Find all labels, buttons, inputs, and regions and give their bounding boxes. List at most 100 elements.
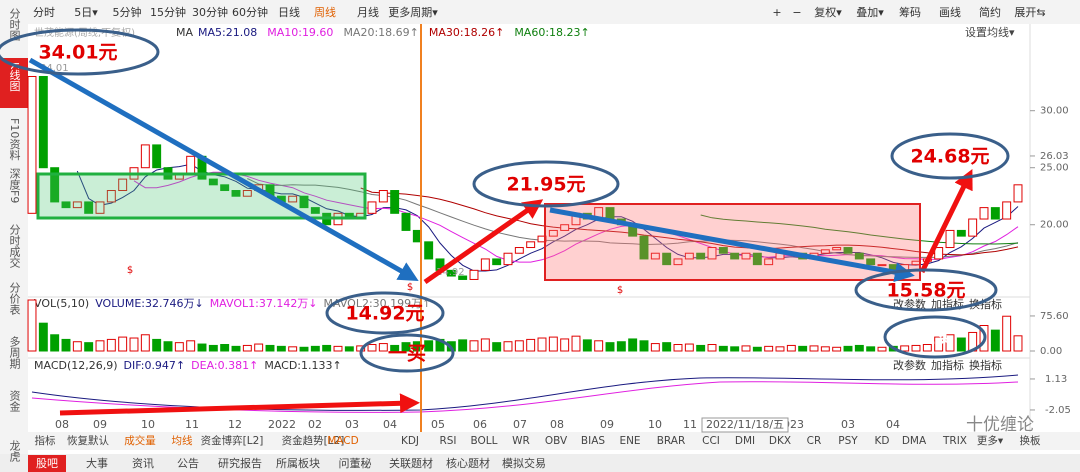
tab[interactable]: 5分钟 (113, 5, 142, 19)
y-tick-label: 20.00 (1040, 220, 1069, 231)
candle (526, 241, 536, 249)
indicator-tab[interactable]: MACD (327, 435, 358, 447)
indicator-tab[interactable]: 指标 (35, 434, 56, 447)
bottom-bar (0, 454, 1080, 472)
sidebar-item[interactable]: 分价表 (8, 282, 21, 316)
tool-button[interactable]: 展开⇆ (1014, 6, 1045, 19)
tool-button[interactable]: − (792, 6, 801, 19)
tab[interactable]: 30分钟 (192, 5, 228, 19)
tab[interactable]: 更多周期▾ (388, 5, 438, 19)
x-tick-label: 05 (431, 418, 445, 431)
indicator-tab[interactable]: WR (512, 435, 530, 447)
tool-button[interactable]: 筹码 (899, 5, 921, 19)
indicator-tab[interactable]: 成交量 (124, 434, 156, 447)
x-tick-label: 02 (308, 418, 322, 431)
indicator-bar (28, 432, 1080, 450)
bottom-tab[interactable]: 研究报告 (218, 456, 262, 470)
small-label: 34.01 (40, 63, 69, 74)
candle (877, 264, 887, 267)
tab[interactable]: 60分钟 (232, 5, 268, 19)
volume-bar (900, 345, 910, 352)
bottom-tab[interactable]: 公告 (177, 457, 199, 470)
x-tick-label: 2022 (268, 418, 296, 431)
indicator-tab[interactable]: CCI (702, 435, 720, 447)
sidebar-item[interactable]: 资金 (8, 390, 21, 412)
bottom-tab[interactable]: 大事 (86, 456, 108, 470)
indicator-tab[interactable]: ENE (619, 435, 640, 447)
panel-button[interactable]: 加指标 (931, 358, 964, 372)
indicator-tab[interactable]: BRAR (657, 435, 686, 447)
candle (662, 252, 672, 266)
arrow (549, 207, 915, 283)
sidebar-item[interactable]: 龙虎 (8, 440, 21, 462)
indicator-tab[interactable]: KD (875, 435, 890, 447)
ellipse (0, 28, 160, 76)
volume-bar (877, 346, 887, 352)
bottom-tab[interactable]: 关联题材 (389, 456, 433, 470)
tab[interactable]: 分时 (33, 6, 55, 19)
indicator-tab[interactable]: DMA (902, 435, 927, 447)
indicator-tab[interactable]: 更多▾ (977, 434, 1004, 447)
bottom-tab[interactable]: 股吧 (36, 457, 58, 470)
volume-bar (707, 344, 717, 352)
x-tick-label: 12 (228, 418, 242, 431)
tool-button[interactable]: 复权▾ (814, 5, 842, 19)
indicator-tab[interactable]: 均线 (172, 434, 193, 447)
indicator-tab[interactable]: OBV (545, 435, 568, 447)
candle (424, 241, 434, 260)
indicator-tab[interactable]: 资金博弈[L2] (201, 434, 264, 447)
panel-button[interactable]: 改参数 (893, 358, 926, 372)
indicator-tab[interactable]: TRIX (942, 435, 967, 447)
indicator-tab[interactable]: 换板 (1020, 434, 1042, 447)
tab[interactable]: 5日▾ (74, 6, 98, 19)
indicator-tab[interactable]: CR (807, 435, 822, 447)
sidebar-item[interactable]: 分时成交 (8, 224, 21, 269)
sidebar-item[interactable]: 深度F9 (8, 168, 21, 204)
volume-bar (628, 338, 638, 352)
tool-button[interactable]: 简约 (979, 5, 1001, 19)
settings[interactable]: 设置均线▾ (965, 25, 1015, 39)
tool-button[interactable]: + (772, 6, 781, 19)
tool-button[interactable]: 画线 (939, 5, 961, 19)
annotation: 24.68元 (910, 146, 989, 168)
tab[interactable]: 月线 (357, 5, 379, 19)
candle (820, 249, 830, 254)
volume-bar (820, 346, 830, 352)
indicator-tab[interactable]: 恢复默认 (67, 434, 109, 447)
macd-legend: MACD:1.133↑ (264, 359, 341, 372)
candle (934, 247, 944, 260)
bottom-tab[interactable]: 资讯 (132, 457, 154, 470)
volume-bar (458, 339, 468, 352)
annotation: 21.95元 (506, 174, 585, 196)
indicator-tab[interactable]: DKX (769, 435, 791, 447)
indicator-tab[interactable]: KDJ (401, 435, 419, 447)
sidebar-item[interactable]: 多周期 (8, 335, 21, 370)
bottom-tab[interactable]: 问董秘 (339, 456, 372, 470)
panel-button[interactable]: 换指标 (969, 358, 1002, 372)
panel-button[interactable]: 换指标 (969, 297, 1002, 311)
indicator-tab[interactable]: BIAS (581, 435, 605, 447)
tool-button[interactable]: 叠加▾ (856, 6, 884, 19)
indicator-tab[interactable]: PSY (838, 435, 858, 447)
volume-bar (866, 346, 876, 352)
candle (492, 258, 502, 266)
sidebar-item[interactable]: F10资料 (8, 118, 21, 161)
candle (707, 247, 717, 260)
indicator-tab[interactable]: RSI (439, 435, 456, 447)
indicator-tab[interactable]: 资金趋势[L2] (282, 434, 345, 447)
bottom-tab[interactable]: 模拟交易 (502, 456, 546, 470)
volume-bar (492, 342, 502, 352)
volume-bar (344, 346, 354, 352)
bottom-tab[interactable]: 所属板块 (276, 456, 320, 470)
tab[interactable]: 15分钟 (150, 5, 186, 19)
signal-mark: $ (127, 265, 133, 276)
tab[interactable]: 日线 (278, 5, 300, 19)
indicator-tab[interactable]: DMI (735, 435, 755, 447)
sidebar-item[interactable]: 分时图 (8, 8, 21, 42)
bottom-tab[interactable]: 核心题材 (446, 456, 490, 470)
candle (639, 235, 649, 260)
tab[interactable]: 周线 (314, 5, 336, 19)
vol-legend: MAVOL1:37.142万↓ (210, 297, 318, 310)
indicator-tab[interactable]: BOLL (471, 435, 498, 447)
sidebar-item[interactable]: K线图 (8, 62, 21, 92)
